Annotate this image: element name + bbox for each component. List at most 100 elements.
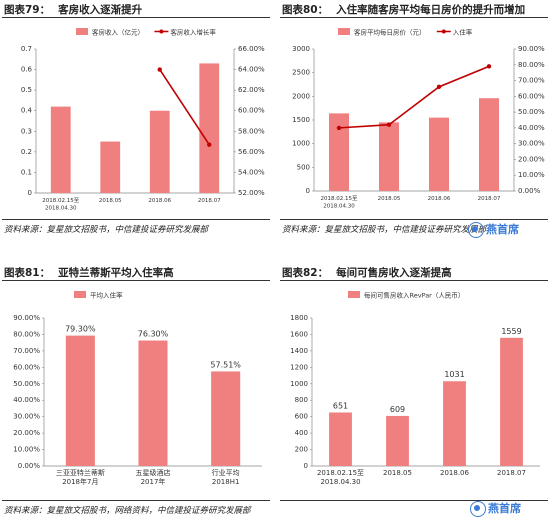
y-left-tick-label: 200: [295, 446, 308, 454]
bar: [386, 415, 409, 466]
y-left-tick-label: 3000: [292, 45, 310, 53]
bar: [329, 113, 349, 191]
y-left-tick-label: 20.00%: [13, 429, 40, 437]
y-right-tick-label: 80.00%: [518, 61, 545, 69]
y-left-tick-label: 0.4: [21, 107, 33, 115]
chart-panel-80: 图表80： 入住率随客房平均每日房价的提升而增加 0 500 1000 1500 2000…: [278, 0, 550, 240]
series-point: [386, 122, 392, 127]
bar: [149, 110, 170, 193]
legend-label: 客房收入（亿元）: [92, 28, 144, 37]
y-left-tick-label: 800: [295, 396, 308, 404]
y-left-tick-label: 0.7: [21, 45, 32, 53]
chart-title: 图表82： 每间可售房收入逐渐提高: [282, 267, 452, 279]
chart-svg: 0 200 400 600 800 1000 1200 1400 1600 1800 651 2018…: [290, 291, 540, 486]
y-right-tick-label: 40.00%: [518, 124, 545, 132]
y-left-tick-label: 10.00%: [13, 446, 40, 454]
series-point: [486, 64, 492, 69]
y-left-tick-label: 0.1: [21, 168, 32, 176]
y-right-tick-label: 20.00%: [518, 155, 545, 163]
x-tick-label: 2018.06: [148, 198, 171, 204]
title-rule: [2, 280, 270, 281]
y-right-tick-label: 0.00%: [518, 187, 541, 195]
x-tick-label: 五星级酒店: [136, 468, 171, 477]
y-left-tick-label: 0.3: [21, 127, 32, 135]
y-left-tick-label: 1400: [290, 347, 308, 355]
x-tick-label: 2018.07: [478, 196, 501, 202]
y-left-tick-label: 30.00%: [13, 413, 40, 421]
series-point: [436, 84, 442, 90]
legend-label: 客房平均每日房价（元）: [354, 28, 426, 37]
bar: [50, 106, 71, 193]
bar: [65, 335, 95, 466]
x-tick-label: 2018.04.30: [323, 204, 355, 210]
x-tick-label: 2018.05: [378, 196, 401, 202]
x-tick-label: 2018.05: [99, 198, 122, 204]
y-left-tick-label: 0.00%: [18, 462, 41, 470]
y-left-tick-label: 0: [304, 462, 308, 470]
legend-swatch: [74, 291, 86, 298]
series-point: [207, 142, 212, 147]
x-tick-label: 2018.02.15至: [42, 197, 79, 204]
legend-label: 入住率: [453, 28, 473, 37]
x-tick-label: 行业平均: [212, 468, 240, 477]
x-tick-label: 2018.07: [198, 198, 221, 204]
y-right-tick-label: 60.00%: [238, 107, 265, 115]
data-label: 1031: [444, 370, 464, 379]
chart-title: 图表80： 入住率随客房平均每日房价的提升而增加: [282, 4, 526, 16]
y-left-tick-label: 90.00%: [13, 314, 40, 322]
chart-title: 图表79： 客房收入逐渐提升: [4, 4, 143, 16]
source-rule: [280, 500, 548, 501]
legend-swatch: [76, 28, 88, 35]
title-rule: [2, 17, 270, 18]
y-right-tick-label: 52.00%: [238, 189, 265, 197]
bar: [479, 98, 499, 191]
y-right-tick-label: 64.00%: [238, 66, 265, 74]
bar: [199, 63, 220, 194]
y-left-tick-label: 600: [295, 413, 308, 421]
x-tick-label: 2018.02.15至: [317, 469, 364, 477]
data-label: 57.51%: [210, 360, 241, 369]
y-right-tick-label: 66.00%: [238, 45, 265, 53]
x-tick-label: 2018.04.30: [45, 206, 77, 212]
source-rule: [2, 500, 270, 501]
y-left-tick-label: 0.6: [21, 66, 33, 74]
y-right-tick-label: 60.00%: [518, 92, 545, 100]
source-rule: [280, 219, 548, 220]
y-right-tick-label: 58.00%: [238, 127, 265, 135]
x-tick-label: 2018.06: [440, 469, 469, 477]
y-left-tick-label: 400: [295, 429, 308, 437]
bar: [138, 340, 168, 466]
chart-title: 图表81： 亚特兰蒂斯平均入住率高: [4, 267, 174, 279]
series-point: [157, 67, 162, 72]
watermark-logo-icon: [470, 501, 486, 517]
source-note: 资料来源：复星旅文招股书，中信建投证券研究发展部: [4, 225, 209, 235]
x-tick-label: 2017年: [141, 477, 166, 486]
legend-marker: [441, 29, 446, 34]
bar: [211, 371, 241, 466]
y-left-tick-label: 1800: [290, 314, 308, 322]
series-line: [159, 69, 210, 146]
y-right-tick-label: 56.00%: [238, 148, 265, 156]
y-left-tick-label: 1200: [290, 363, 308, 371]
y-left-tick-label: 0.5: [21, 86, 32, 94]
y-left-tick-label: 1600: [290, 330, 308, 338]
legend-swatch: [348, 291, 360, 298]
chart-panel-82: 图表82： 每间可售房收入逐渐提高 0 200 400 600 800 1000 1200 14…: [278, 263, 550, 521]
chart-panel-81: 图表81： 亚特兰蒂斯平均入住率高 0.00% 10.00% 20.00% 30.00%…: [0, 263, 272, 521]
series-point: [336, 125, 342, 131]
y-left-tick-label: 80.00%: [13, 330, 40, 338]
data-label: 609: [390, 405, 405, 414]
x-tick-label: 2018H1: [212, 478, 240, 486]
source-note: 资料来源：复星旅文招股书，网络资料，中信建投证券研究发展部: [4, 506, 251, 516]
y-left-tick-label: 1500: [292, 116, 310, 124]
title-rule: [280, 17, 548, 18]
y-left-tick-label: 50.00%: [13, 380, 40, 388]
source-note: 资料来源：复星旅文招股书，中信建投证券研究发展部: [282, 225, 487, 235]
watermark: 燕首席: [470, 500, 521, 517]
chart-svg: 0 500 1000 1500 2000 2500 3000 0.00% 10.00% 20.00…: [292, 28, 545, 210]
watermark-logo-icon: [468, 222, 484, 238]
y-right-tick-label: 10.00%: [518, 171, 545, 179]
bar: [500, 337, 523, 466]
y-right-tick-label: 90.00%: [518, 45, 545, 53]
legend-label: 客房收入增长率: [170, 28, 216, 37]
